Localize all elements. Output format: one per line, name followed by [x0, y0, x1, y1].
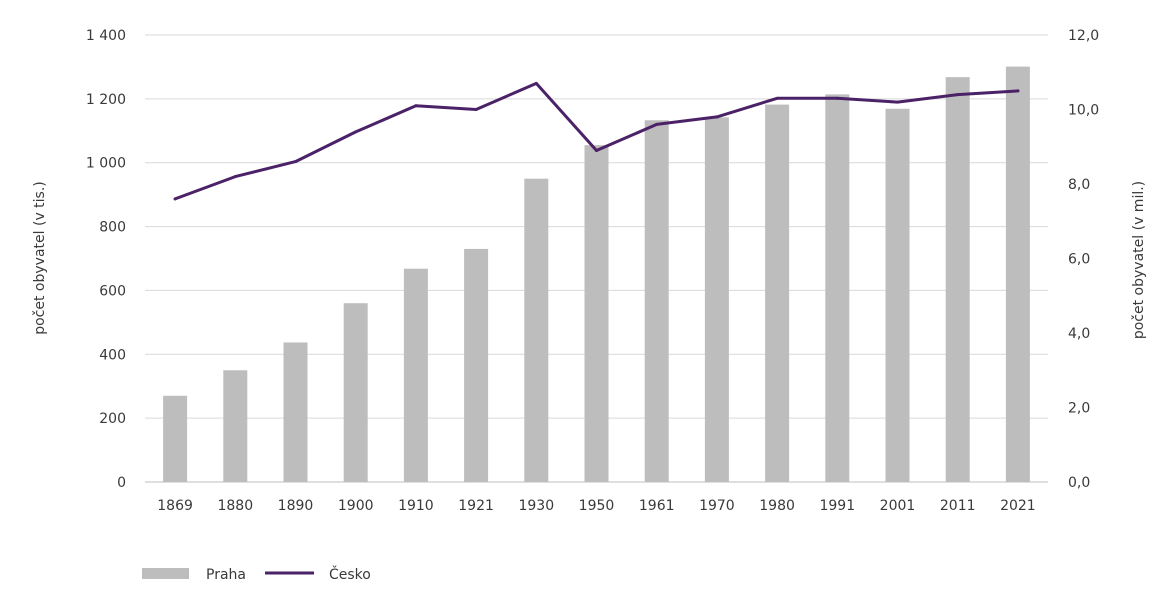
bar-praha — [223, 370, 248, 482]
point-cesko — [896, 100, 899, 104]
left-tick-label: 0 — [117, 475, 126, 491]
point-cesko — [595, 148, 598, 152]
left-tick-label: 400 — [99, 347, 126, 363]
legend-label-praha: Praha — [206, 567, 246, 583]
bar-praha — [524, 178, 549, 482]
point-cesko — [715, 115, 719, 119]
bar-praha — [765, 104, 790, 483]
bar-praha — [403, 268, 428, 482]
x-tick-label: 1961 — [639, 498, 675, 514]
point-cesko — [775, 96, 779, 100]
left-tick-label: 200 — [99, 411, 126, 427]
left-tick-label: 1 000 — [86, 156, 126, 172]
right-axis-title: počet obyvatel (v mil.) — [1131, 181, 1147, 339]
x-tick-label: 1900 — [338, 498, 374, 514]
x-tick-label: 2021 — [1000, 498, 1036, 514]
right-axis-ticks: 0,0 2,0 4,0 6,0 8,0 10,0 12,0 — [1068, 28, 1099, 491]
legend-swatch-praha — [142, 568, 189, 579]
right-tick-label: 0,0 — [1068, 475, 1090, 491]
left-tick-label: 800 — [99, 220, 126, 236]
right-tick-label: 6,0 — [1068, 252, 1090, 268]
point-cesko — [414, 104, 418, 108]
line-series-cesko — [173, 81, 1020, 201]
bar-praha — [1005, 66, 1030, 482]
right-tick-label: 2,0 — [1068, 401, 1090, 417]
bar-praha — [704, 117, 729, 482]
legend: Praha Česko — [142, 565, 371, 583]
point-cesko — [655, 122, 659, 126]
right-tick-label: 10,0 — [1068, 103, 1099, 119]
point-cesko — [534, 81, 538, 85]
point-cesko — [294, 160, 297, 164]
x-tick-label: 1980 — [759, 498, 795, 514]
x-tick-label: 1950 — [579, 498, 615, 514]
bar-praha — [283, 342, 308, 482]
x-tick-label: 1930 — [518, 498, 554, 514]
bar-praha — [825, 94, 850, 482]
bar-praha — [343, 303, 368, 482]
point-cesko — [354, 130, 358, 134]
right-tick-label: 12,0 — [1068, 28, 1099, 44]
x-tick-label: 1921 — [458, 498, 494, 514]
point-cesko — [474, 108, 478, 111]
left-tick-label: 600 — [99, 283, 126, 299]
bar-series-praha — [163, 66, 1030, 483]
bar-praha — [163, 395, 188, 482]
right-tick-label: 8,0 — [1068, 177, 1090, 193]
x-tick-label: 1991 — [819, 498, 855, 514]
x-tick-label: 1890 — [278, 498, 314, 514]
x-tick-label: 1970 — [699, 498, 735, 514]
left-axis-title: počet obyvatel (v tis.) — [32, 181, 48, 335]
right-tick-label: 4,0 — [1068, 326, 1090, 342]
point-cesko — [835, 96, 839, 100]
point-cesko — [173, 197, 177, 201]
point-cesko — [956, 93, 960, 97]
legend-label-cesko: Česko — [329, 565, 371, 583]
bar-praha — [644, 120, 669, 483]
bar-praha — [584, 145, 609, 482]
x-tick-label: 1910 — [398, 498, 434, 514]
left-axis-ticks: 0 200 400 600 800 1 000 1 200 1 400 — [86, 28, 126, 491]
bar-praha — [945, 77, 970, 482]
x-tick-label: 2001 — [880, 498, 916, 514]
bar-praha — [885, 108, 910, 482]
point-cesko — [233, 175, 237, 179]
x-tick-label: 1880 — [217, 498, 253, 514]
left-tick-label: 1 200 — [86, 92, 126, 108]
x-tick-label: 1869 — [157, 498, 193, 514]
x-tick-label: 2011 — [940, 498, 976, 514]
left-tick-label: 1 400 — [86, 28, 126, 44]
x-axis-ticks: 1869 1880 1890 1900 1910 1921 1930 1950 1961 1970… — [157, 498, 1035, 514]
point-cesko — [1016, 89, 1020, 93]
bar-praha — [464, 248, 489, 482]
